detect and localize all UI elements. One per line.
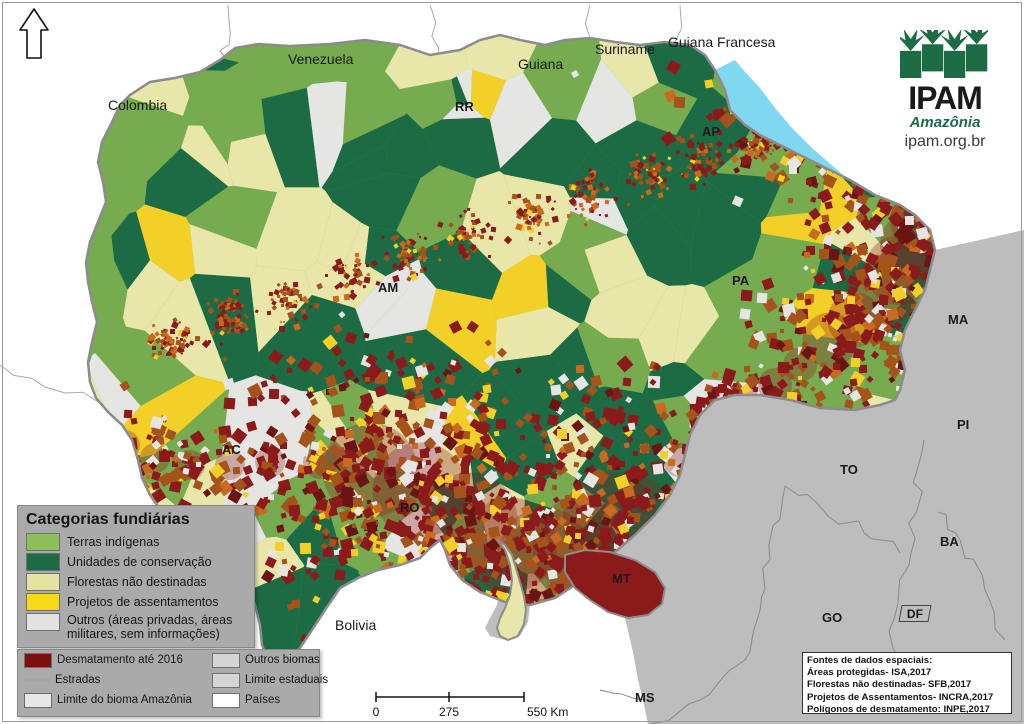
- svg-text:0: 0: [373, 705, 380, 719]
- svg-text:550 Km: 550 Km: [527, 705, 568, 719]
- svg-text:275: 275: [439, 705, 459, 719]
